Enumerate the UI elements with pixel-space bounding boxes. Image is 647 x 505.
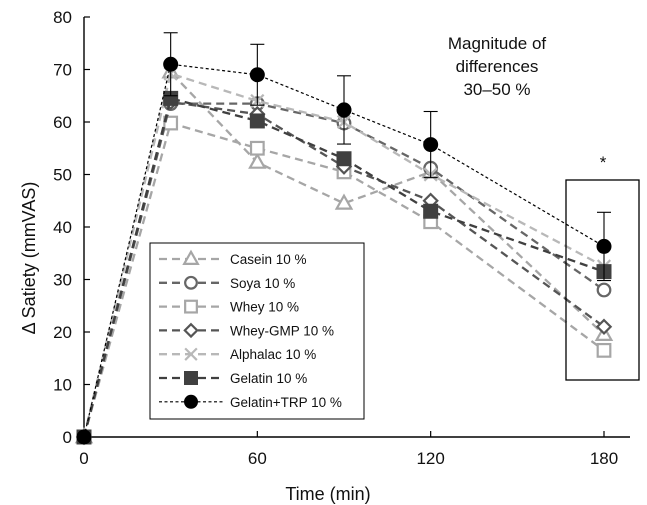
annotation-line-1: Magnitude of	[448, 34, 547, 53]
legend-marker-5	[184, 371, 198, 385]
series-layer	[74, 32, 614, 446]
point-0-3	[334, 193, 354, 210]
significance-marker: *	[600, 153, 607, 172]
legend-marker-4	[184, 347, 198, 361]
y-tick-label-30: 30	[53, 271, 72, 290]
legend-label-4: Alphalac 10 %	[230, 347, 316, 362]
point-5-4	[423, 203, 439, 219]
y-tick-label-70: 70	[53, 61, 72, 80]
x-tick-label-60: 60	[248, 449, 267, 468]
legend-marker-2	[184, 299, 198, 314]
point-2-1	[163, 115, 179, 131]
y-tick-label-40: 40	[53, 218, 72, 237]
x-axis-title: Time (min)	[285, 484, 370, 504]
point-5-2	[249, 113, 265, 129]
legend-label-6: Gelatin+TRP 10 %	[230, 395, 342, 410]
legend-label-3: Whey-GMP 10 %	[230, 323, 334, 338]
legend-marker-4-stroke-b	[184, 347, 198, 361]
point-2-5	[596, 342, 612, 358]
legend-label-2: Whey 10 %	[230, 300, 299, 315]
point-6-3	[336, 102, 352, 118]
legend-marker-0	[182, 249, 200, 265]
y-tick-label-10: 10	[53, 376, 72, 395]
series-6	[76, 32, 612, 445]
y-axis-title: Δ Satiety (mmVAS)	[19, 182, 39, 335]
point-6-4	[423, 137, 439, 153]
legend-label-5: Gelatin 10 %	[230, 371, 307, 386]
y-tick-label-20: 20	[53, 323, 72, 342]
series-line-4	[82, 72, 605, 438]
point-6-0	[76, 429, 92, 445]
point-3-5	[595, 318, 613, 335]
point-6-1	[163, 56, 179, 72]
point-6-5	[596, 238, 612, 254]
series-line-2	[82, 121, 605, 438]
series-line-6	[83, 63, 605, 438]
annotation-line-2: differences	[456, 57, 539, 76]
legend-marker-6	[184, 394, 198, 409]
point-0-2	[248, 152, 267, 169]
legend-label-1: Soya 10 %	[230, 276, 295, 291]
y-tick-label-50: 50	[53, 166, 72, 185]
y-tick-label-0: 0	[63, 428, 72, 447]
x-tick-label-180: 180	[590, 449, 618, 468]
legend-marker-3	[183, 322, 199, 339]
y-tick-label-80: 80	[53, 8, 72, 27]
point-1-5	[596, 282, 612, 298]
legend-label-0: Casein 10 %	[230, 252, 307, 267]
y-tick-label-60: 60	[53, 113, 72, 132]
series-line-5	[82, 96, 605, 438]
highlight-box-180-min	[565, 179, 640, 381]
x-tick-label-0: 0	[79, 449, 88, 468]
point-6-2	[249, 67, 265, 83]
axes: 0 10 20 30 40 50 60 70 80 0 60 120 180	[53, 8, 630, 468]
legend: Casein 10 % Soya 10 % Whey 10 % Whey-GMP 10…	[149, 242, 365, 420]
x-tick-label-120: 120	[416, 449, 444, 468]
annotation-line-3: 30–50 %	[463, 80, 530, 99]
legend-marker-1	[184, 275, 198, 290]
point-5-3	[336, 151, 352, 167]
point-2-2	[249, 140, 265, 156]
